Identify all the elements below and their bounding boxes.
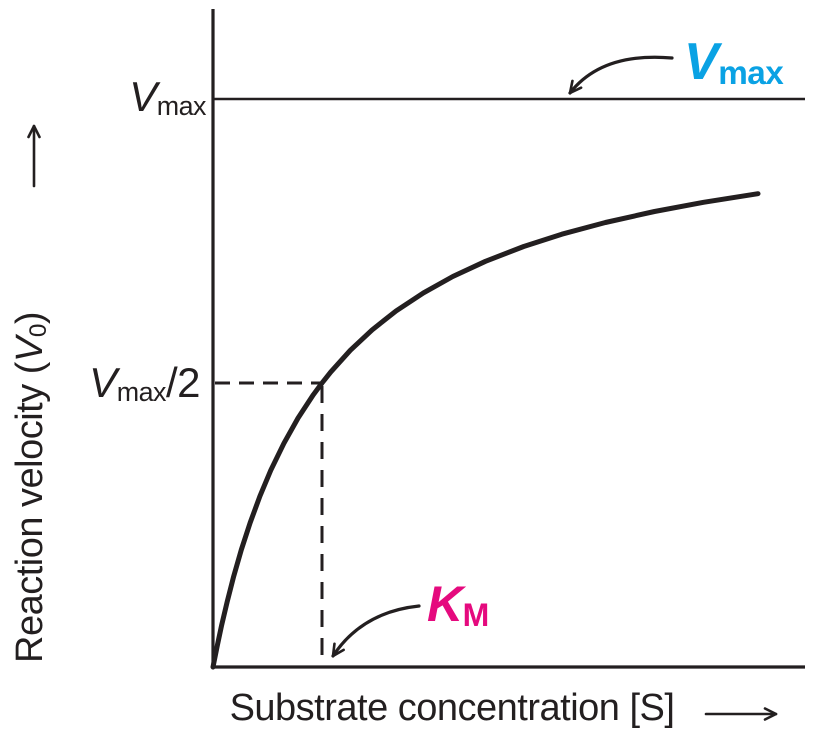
km-callout-arrow (331, 604, 421, 658)
vmax-tick-label-base: V (129, 73, 157, 120)
km-callout-label: KM (427, 577, 489, 631)
y-axis-label-v: V (9, 337, 51, 363)
x-axis-label: Substrate concentration [S] (152, 687, 752, 729)
vmax-callout-sub: max (718, 55, 784, 93)
vmax-callout-base: V (684, 33, 719, 91)
x-axis-label-text: Substrate concentration [S] (229, 687, 675, 729)
km-callout-sub: M (462, 597, 490, 634)
half-vmax-tick-label: Vmax/2 (20, 359, 201, 408)
vmax-callout-arrow (568, 55, 674, 95)
km-callout-base: K (427, 576, 463, 632)
half-vmax-tick-label-base: V (89, 359, 117, 406)
vmax-callout-label: Vmax (684, 33, 784, 93)
y-axis-label-sub: 0 (24, 324, 52, 338)
half-vmax-tick-label-suffix: /2 (165, 359, 201, 406)
half-vmax-tick-label-sub: max (116, 377, 167, 408)
y-axis-label-suffix: ) (9, 311, 51, 325)
y-axis-label: Reaction velocity (V0) (9, 311, 52, 663)
vmax-tick-label: Vmax (50, 73, 207, 122)
y-axis-label-prefix: Reaction velocity ( (9, 362, 51, 663)
vmax-tick-label-sub: max (156, 91, 207, 122)
reaction-velocity-curve (210, 191, 761, 670)
